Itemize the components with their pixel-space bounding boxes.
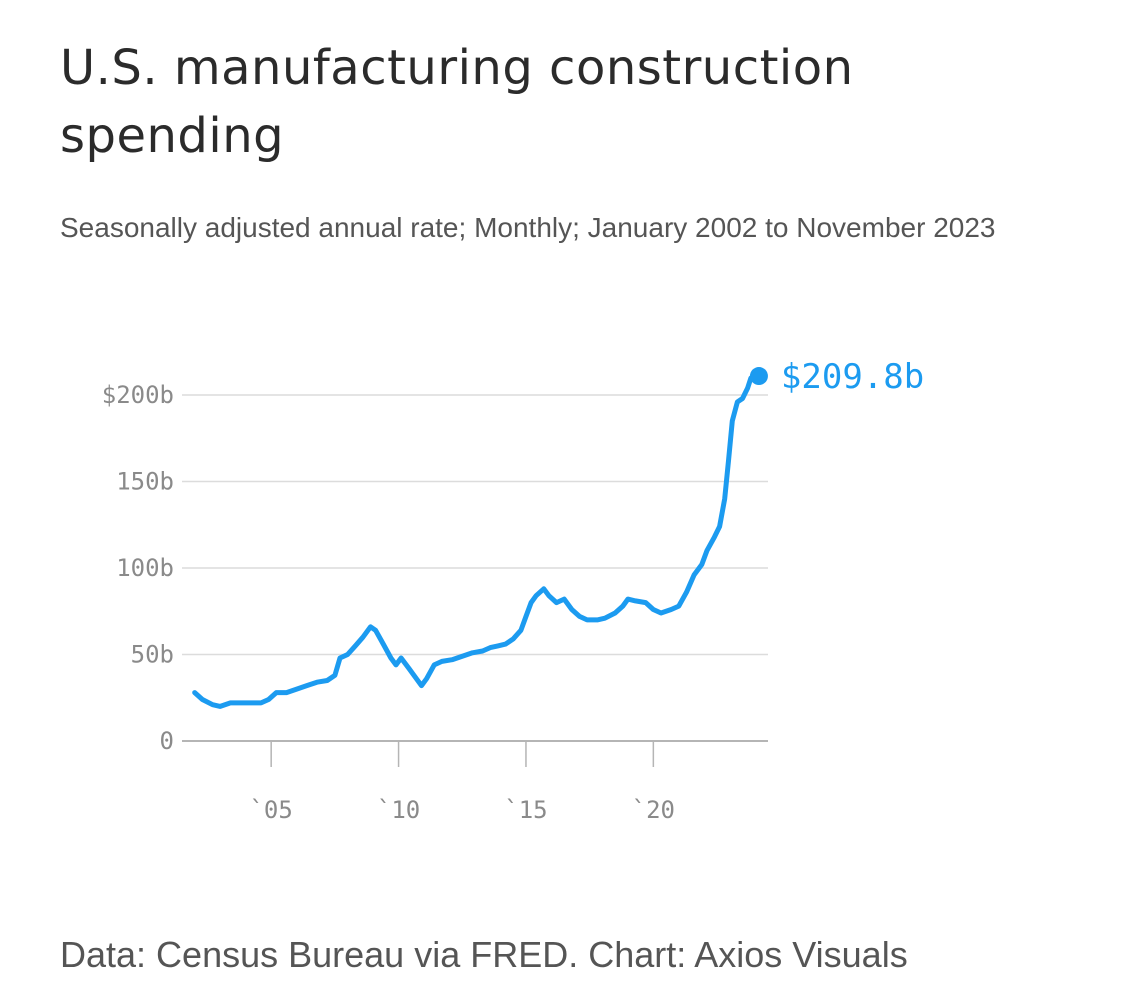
chart-subtitle: Seasonally adjusted annual rate; Monthly… — [60, 212, 996, 243]
end-value-label: $209.8b — [781, 357, 924, 397]
chart-title: U.S. manufacturing construction spending — [60, 40, 854, 164]
x-tick-label: `05 — [249, 796, 292, 824]
y-tick-label: 100b — [116, 554, 174, 582]
source-note: Data: Census Bureau via FRED. Chart: Axi… — [60, 934, 908, 975]
x-axis-ticks: `05 `10 `15 `20 — [249, 741, 675, 824]
series-line — [192, 375, 754, 709]
line-chart: 0 50b 100b 150b $200b `05 `10 `15 `20 $209.8b — [102, 357, 924, 824]
y-tick-label: $200b — [102, 381, 174, 409]
x-tick-label: `20 — [632, 796, 675, 824]
gridlines — [182, 394, 768, 742]
y-tick-label: 50b — [131, 641, 174, 669]
y-axis-ticks: 0 50b 100b 150b $200b — [102, 381, 174, 755]
x-tick-label: `15 — [504, 796, 547, 824]
y-tick-label: 150b — [116, 468, 174, 496]
end-point — [749, 367, 768, 386]
y-tick-label: 0 — [160, 727, 174, 755]
x-tick-label: `10 — [377, 796, 420, 824]
